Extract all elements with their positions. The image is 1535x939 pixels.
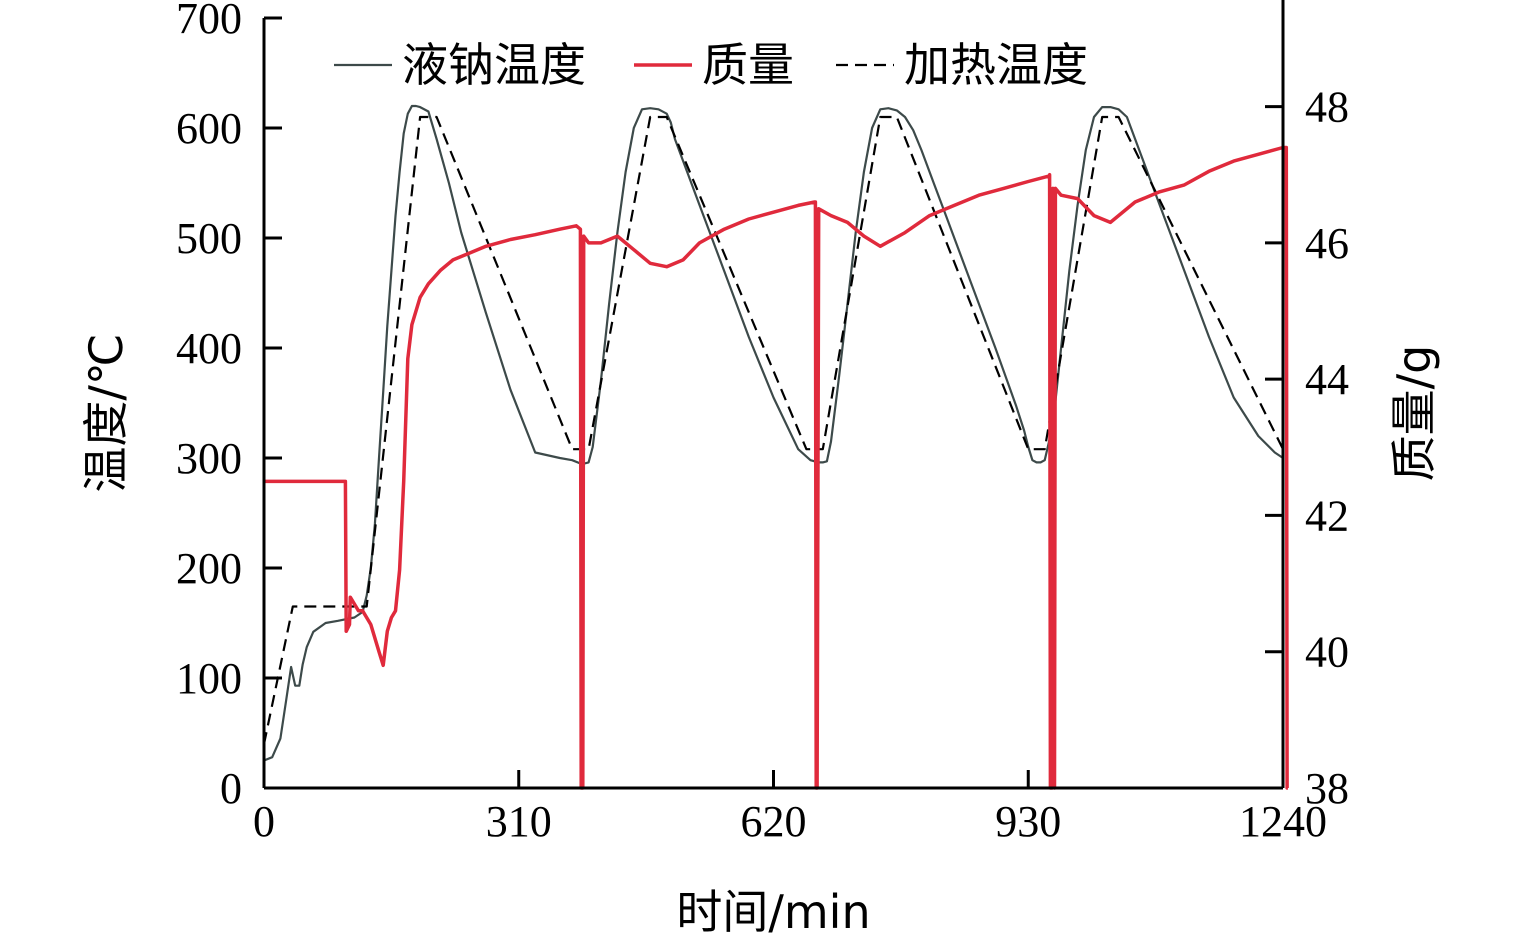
y-right-tick-label: 40 [1305,628,1349,677]
x-tick-label: 310 [486,797,552,846]
y-axis-right-title: 质量/g [1387,345,1441,482]
y-left-tick-label: 0 [220,764,242,813]
x-tick-label: 620 [741,797,807,846]
x-tick-label: 0 [253,797,275,846]
y-right-tick-label: 38 [1305,764,1349,813]
y-axis-left-title: 温度/℃ [79,333,133,492]
x-tick-label: 930 [995,797,1061,846]
legend-label-1: 液钠温度 [402,38,586,92]
legend: 液钠温度 质量 加热温度 [334,38,1088,92]
tick-labels-layer: 0 310 620 930 1240 0 100 200 300 400 500 600 700 38 40… [176,0,1349,846]
y-left-tick-label: 500 [176,214,242,263]
legend-label-3: 加热温度 [904,38,1088,92]
y-left-tick-label: 200 [176,544,242,593]
y-right-tick-label: 44 [1305,355,1349,404]
x-axis-title: 时间/min [676,885,870,939]
y-right-tick-label: 46 [1305,219,1349,268]
axes-layer [262,0,1285,790]
y-left-tick-label: 300 [176,434,242,483]
y-right-tick-label: 48 [1305,83,1349,132]
y-left-tick-label: 100 [176,654,242,703]
series-line-1 [263,104,1284,762]
y-left-tick-label: 700 [176,0,242,43]
y-left-tick-label: 400 [176,324,242,373]
y-left-tick-label: 600 [176,104,242,153]
series-line-2 [264,145,1289,790]
legend-label-2: 质量 [702,38,794,92]
y-right-tick-label: 42 [1305,491,1349,540]
series-layer [262,104,1289,790]
x-tick-label: 1240 [1239,797,1327,846]
